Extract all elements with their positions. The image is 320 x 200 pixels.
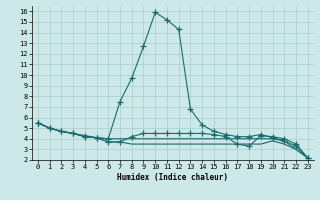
X-axis label: Humidex (Indice chaleur): Humidex (Indice chaleur) <box>117 173 228 182</box>
